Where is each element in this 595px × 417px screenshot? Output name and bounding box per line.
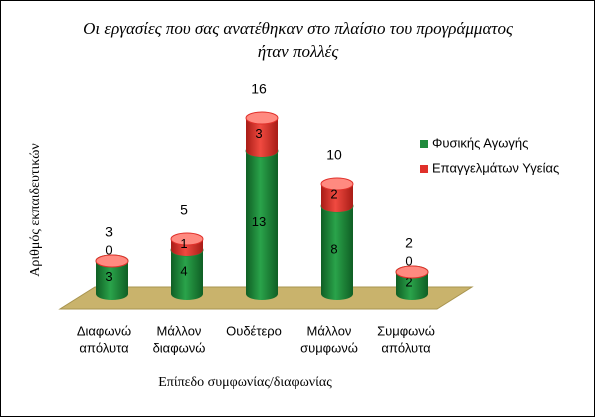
bar-part xyxy=(246,151,278,300)
data-label: 3 xyxy=(105,269,112,284)
x-tick-label: διαφωνώ xyxy=(153,340,206,355)
total-label: 3 xyxy=(105,224,113,240)
x-tick-label: Ουδέτερο xyxy=(226,323,282,338)
data-label: 13 xyxy=(252,214,266,229)
bar xyxy=(395,265,429,279)
x-tick-label: απόλυτα xyxy=(79,340,129,355)
x-tick-label: Διαφωνώ xyxy=(77,323,131,338)
data-label: 0 xyxy=(405,253,412,268)
legend-swatch xyxy=(420,140,428,148)
x-tick-label: Συμφωνώ xyxy=(377,323,435,338)
data-label: 2 xyxy=(405,274,412,289)
x-tick-label: συμφωνώ xyxy=(300,340,358,355)
bar-part xyxy=(245,111,279,125)
data-label: 2 xyxy=(330,186,337,201)
bar-part xyxy=(396,272,428,300)
y-axis-label: Αριθμός εκπαιδευτικών xyxy=(28,143,43,277)
bar-part xyxy=(95,254,129,268)
total-label: 2 xyxy=(405,235,413,251)
x-tick-label: Μάλλον xyxy=(307,323,352,338)
bar-part xyxy=(320,177,354,191)
bar xyxy=(245,111,279,157)
bar xyxy=(95,254,129,268)
bar-part xyxy=(321,206,353,300)
x-axis-label: Επίπεδο συμφωνίας/διαφωνίας xyxy=(158,375,332,390)
bar-part xyxy=(96,261,128,300)
x-tick-label: απόλυτα xyxy=(381,340,431,355)
data-label: 3 xyxy=(255,126,262,141)
bar-part xyxy=(246,118,278,157)
bar-part xyxy=(395,265,429,279)
data-label: 0 xyxy=(105,242,112,257)
data-label: 8 xyxy=(330,241,337,256)
bar-part xyxy=(321,184,353,212)
bar-part xyxy=(170,232,204,246)
legend-label: Επαγγελμάτων Υγείας xyxy=(432,160,559,175)
chart-title: ήταν πολλές xyxy=(258,42,339,61)
legend-swatch xyxy=(420,165,428,173)
data-label: 1 xyxy=(180,236,187,251)
legend-label: Φυσικής Αγωγής xyxy=(432,135,528,150)
bar-part xyxy=(171,250,203,300)
bar xyxy=(170,232,204,256)
bar xyxy=(320,177,354,212)
total-label: 16 xyxy=(251,81,267,97)
total-label: 10 xyxy=(326,147,342,163)
data-label: 4 xyxy=(180,263,187,278)
chart-title: Οι εργασίες που σας ανατέθηκαν στο πλαίσ… xyxy=(83,19,513,38)
total-label: 5 xyxy=(180,202,188,218)
x-tick-label: Μάλλον xyxy=(157,323,202,338)
